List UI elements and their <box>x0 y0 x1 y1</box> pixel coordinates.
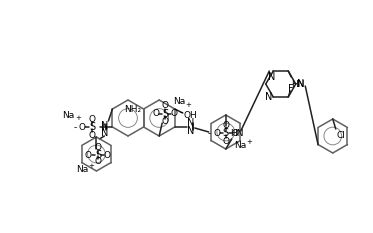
Text: Na: Na <box>76 164 88 174</box>
Text: O: O <box>213 129 220 137</box>
Text: N: N <box>101 121 108 131</box>
Text: +: + <box>75 115 81 121</box>
Text: S: S <box>95 150 101 160</box>
Text: O: O <box>153 110 160 119</box>
Text: O: O <box>162 117 169 127</box>
Text: O: O <box>95 144 102 153</box>
Text: O: O <box>89 114 96 123</box>
Text: N: N <box>267 72 275 82</box>
Text: N: N <box>264 92 272 102</box>
Text: S: S <box>162 109 168 119</box>
Text: Na: Na <box>233 140 246 150</box>
Text: N: N <box>297 79 304 89</box>
Text: S: S <box>223 128 229 138</box>
Text: +: + <box>88 163 94 169</box>
Text: O: O <box>85 151 92 160</box>
Text: NH₂: NH₂ <box>125 106 142 114</box>
Text: O: O <box>89 130 96 140</box>
Text: HN: HN <box>292 79 305 89</box>
Text: S: S <box>90 122 95 132</box>
Text: Cl: Cl <box>336 131 345 140</box>
Text: O: O <box>79 123 86 131</box>
Text: +: + <box>246 139 252 145</box>
Text: O: O <box>162 102 169 110</box>
Text: O: O <box>171 110 178 119</box>
Text: O: O <box>231 129 238 137</box>
Text: HN: HN <box>230 129 244 137</box>
Text: N: N <box>187 126 194 136</box>
Text: -: - <box>179 109 183 117</box>
Text: -: - <box>74 123 77 133</box>
Text: O: O <box>222 120 229 130</box>
Text: O: O <box>95 158 102 167</box>
Text: +: + <box>185 102 191 108</box>
Text: Na: Na <box>62 110 75 120</box>
Text: -: - <box>207 130 210 138</box>
Text: Na: Na <box>173 97 185 106</box>
Text: O: O <box>104 151 111 160</box>
Text: N: N <box>101 128 108 138</box>
Text: OH: OH <box>184 110 198 120</box>
Text: F: F <box>288 84 294 94</box>
Text: O: O <box>222 137 229 145</box>
Text: N: N <box>187 118 194 128</box>
